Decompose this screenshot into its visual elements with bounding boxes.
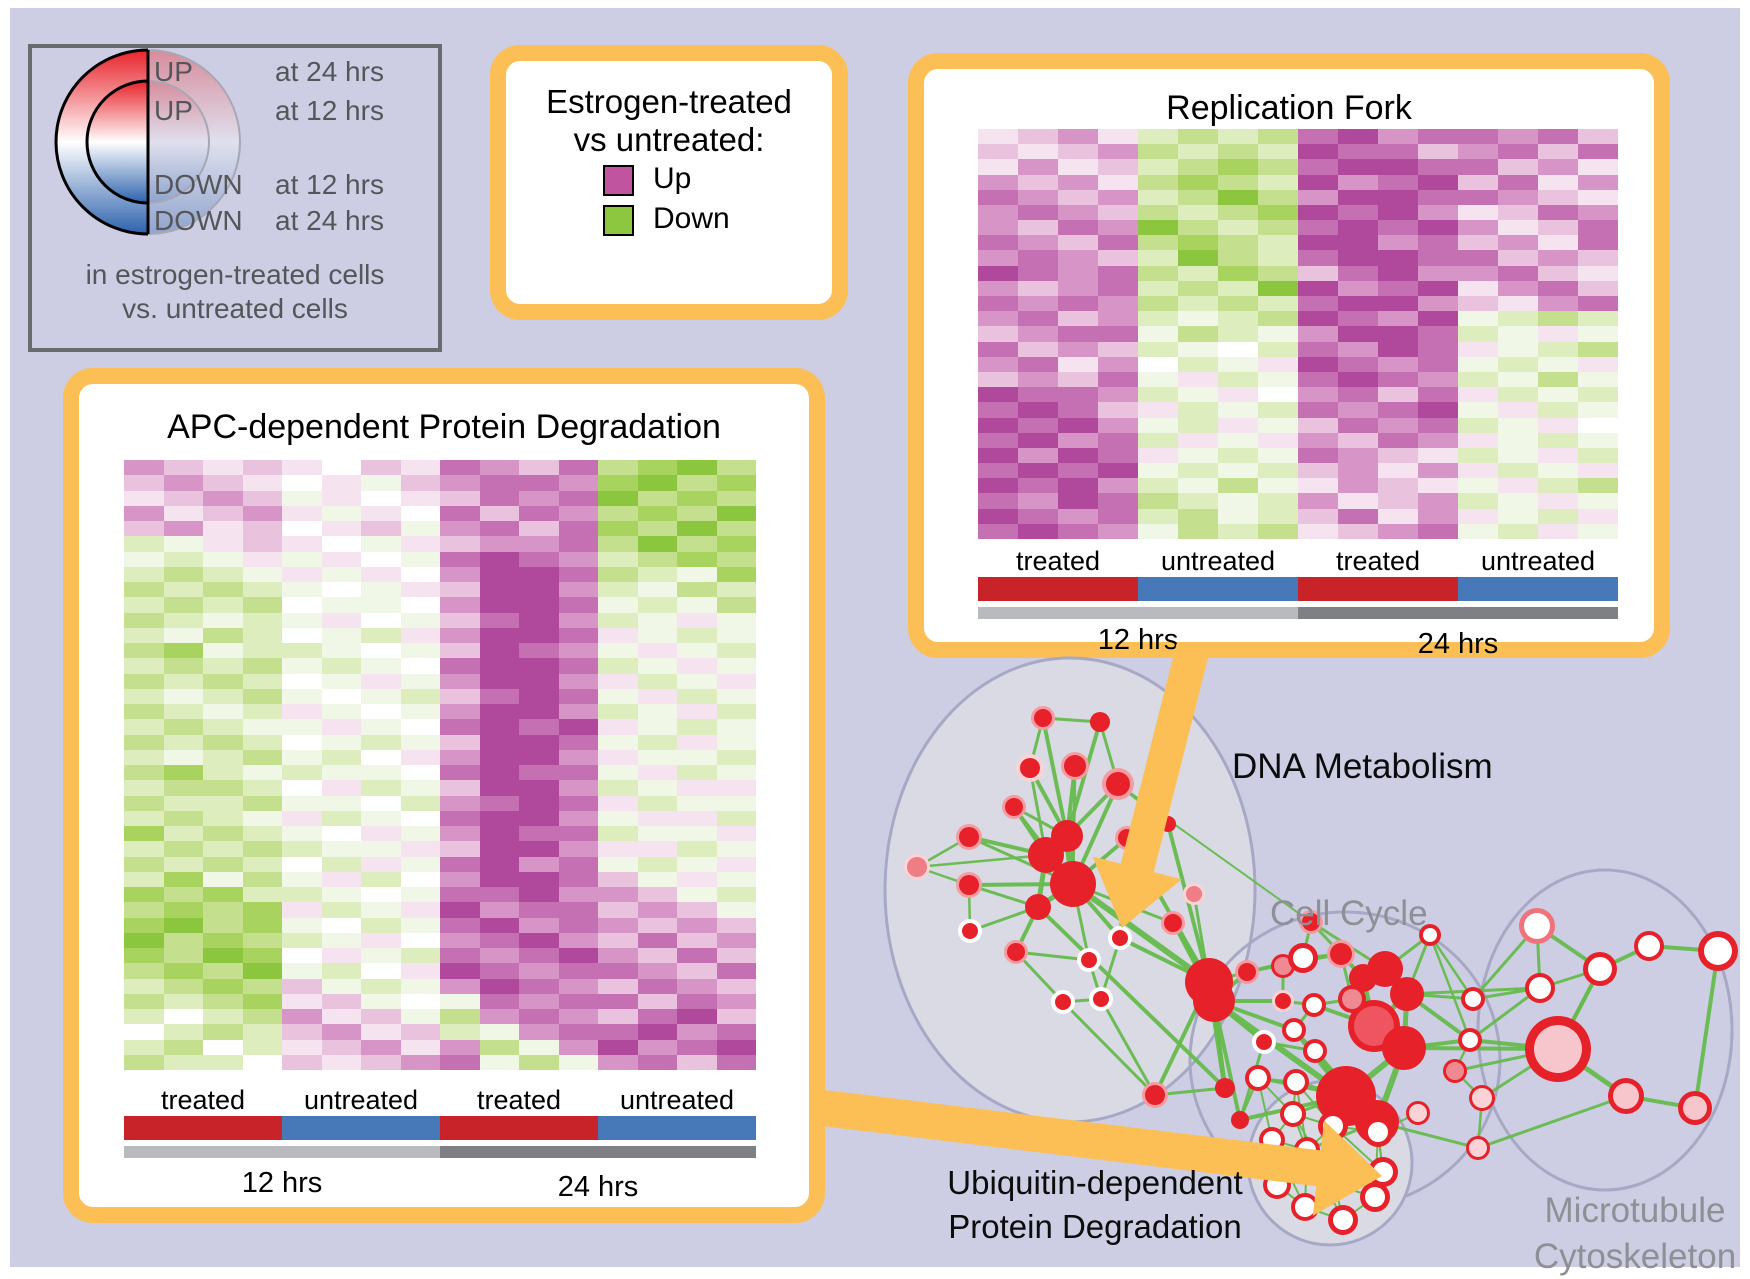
rf-24hr-bar [1298, 607, 1618, 619]
legend-caption-line2: vs. untreated cells [122, 293, 348, 324]
apc-group-treated-12: treated [160, 1085, 246, 1115]
apc-treated-bar-24 [440, 1116, 598, 1140]
rf-group-treated-12: treated [1015, 546, 1101, 576]
apc-24hr-bar [440, 1146, 756, 1158]
microtubule-label-line2: Cytoskeleton [1533, 1237, 1737, 1276]
updown-legend-title-line2: vs untreated: [573, 121, 765, 158]
rf-untreated-bar-24 [1458, 577, 1618, 601]
legend-up-inner: UP [154, 95, 193, 126]
legend-down-outer-time: at 24 hrs [275, 205, 384, 236]
updown-legend-title-line1: Estrogen-treated [546, 83, 792, 120]
rf-group-treated-24: treated [1335, 546, 1421, 576]
rf-group-untreated-12: untreated [1160, 546, 1276, 576]
legend-caption-line1: in estrogen-treated cells [85, 259, 385, 290]
legend-up-outer-time: at 24 hrs [275, 56, 384, 87]
updown-color-legend-box: Estrogen-treated vs untreated: Up Down [490, 45, 848, 320]
circle-legend-box: UP at 24 hrs UP at 12 hrs DOWN at 12 hrs… [28, 44, 442, 352]
rf-panel-title: Replication Fork [1166, 89, 1412, 127]
legend-up-outer: UP [154, 56, 193, 87]
apc-12hr-label: 12 hrs [241, 1167, 323, 1199]
apc-heatmap [124, 460, 756, 1070]
rf-treated-bar-12 [978, 577, 1138, 601]
rf-24hr-label: 24 hrs [1417, 628, 1499, 660]
apc-24hr-label: 24 hrs [557, 1171, 639, 1203]
apc-group-untreated-24: untreated [619, 1085, 735, 1115]
legend-down-inner-time: at 12 hrs [275, 169, 384, 200]
legend-down-inner: DOWN [154, 169, 243, 200]
cell-cycle-label: Cell Cycle [1270, 894, 1428, 933]
dna-metabolism-label: DNA Metabolism [1232, 747, 1493, 786]
rf-untreated-bar-12 [1138, 577, 1298, 601]
rf-heatmap [978, 129, 1618, 539]
legend-up-inner-time: at 12 hrs [275, 95, 384, 126]
updown-circle-glyph [54, 48, 241, 236]
rf-group-untreated-24: untreated [1480, 546, 1596, 576]
up-color-swatch [603, 165, 634, 196]
apc-group-untreated-12: untreated [303, 1085, 419, 1115]
up-label: Up [653, 162, 692, 195]
apc-12hr-bar [124, 1146, 440, 1158]
apc-treated-bar-12 [124, 1116, 282, 1140]
microtubule-label-line1: Microtubule [1544, 1191, 1726, 1230]
down-color-swatch [603, 205, 634, 236]
rf-treated-bar-24 [1298, 577, 1458, 601]
apc-group-treated-24: treated [476, 1085, 562, 1115]
apc-untreated-bar-12 [282, 1116, 440, 1140]
apc-panel-title: APC-dependent Protein Degradation [167, 408, 721, 446]
legend-down-outer: DOWN [154, 205, 243, 236]
apc-degradation-panel: APC-dependent Protein Degradation treate… [63, 368, 825, 1223]
down-label: Down [653, 202, 730, 235]
ubiquitin-label-line1: Ubiquitin-dependent [947, 1164, 1243, 1201]
rf-12hr-label: 12 hrs [1097, 624, 1179, 656]
rf-12hr-bar [978, 607, 1298, 619]
replication-fork-panel: Replication Fork treated untreated treat… [908, 53, 1670, 660]
ubiquitin-label-line2: Protein Degradation [948, 1208, 1242, 1245]
apc-untreated-bar-24 [598, 1116, 756, 1140]
